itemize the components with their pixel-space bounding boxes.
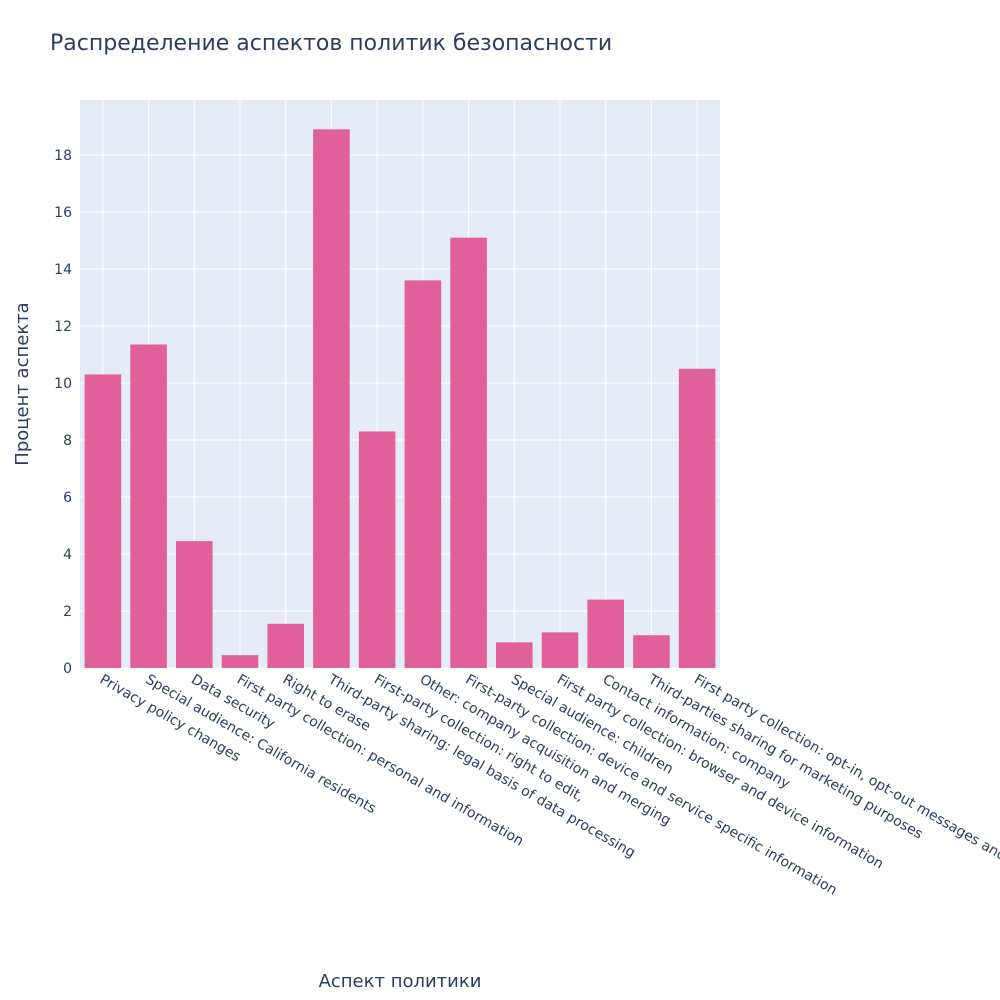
y-tick-label: 4 [63, 547, 72, 563]
y-tick-label: 10 [54, 376, 72, 392]
bar [358, 431, 396, 668]
x-tick-label: First party collection: opt-in, opt-out … [691, 672, 1000, 940]
y-tick-label: 18 [54, 148, 72, 164]
x-axis-title: Аспект политики [319, 971, 482, 992]
y-tick-label: 16 [54, 205, 72, 221]
bar [221, 655, 259, 668]
y-tick-label: 2 [63, 604, 72, 620]
y-tick-label: 8 [63, 433, 72, 449]
bar [496, 642, 533, 668]
bar [587, 599, 624, 668]
bar [678, 368, 716, 668]
bar [541, 632, 579, 668]
bar [84, 374, 122, 668]
y-tick-label: 12 [54, 319, 72, 335]
y-tick-label: 14 [54, 262, 72, 278]
bar [404, 280, 442, 668]
bar [176, 541, 213, 668]
bar [450, 237, 487, 668]
y-tick-label: 6 [63, 490, 72, 506]
bar [130, 344, 167, 668]
y-axis-title: Процент аспекта [12, 302, 33, 465]
y-tick-label: 0 [63, 661, 72, 677]
bar [313, 129, 350, 668]
bar [267, 623, 304, 668]
bar [633, 635, 670, 668]
chart-title: Распределение аспектов политик безопасно… [50, 31, 612, 56]
